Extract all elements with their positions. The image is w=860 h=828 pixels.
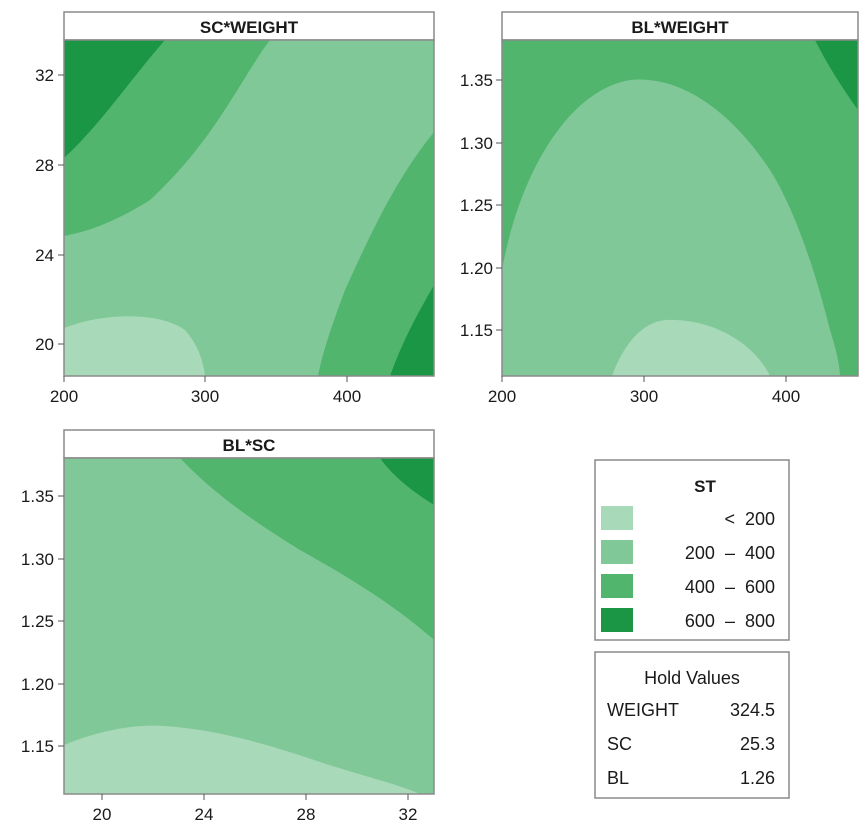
- legend-label: 600 – 800: [685, 611, 775, 631]
- contour-level-600-800: [815, 40, 858, 110]
- hold-value-name: BL: [607, 768, 629, 788]
- y-tick-label: 1.30: [460, 134, 493, 153]
- y-tick-label: 1.25: [21, 612, 54, 631]
- y-axis: 1.35 1.30 1.25 1.20 1.15: [460, 71, 502, 340]
- x-tick-label: 400: [333, 387, 361, 406]
- contour-level-below-200: [64, 316, 205, 376]
- contour-level-below-200: [64, 725, 420, 794]
- hold-values-title: Hold Values: [644, 668, 740, 688]
- legend-label: < 200: [724, 509, 775, 529]
- hold-value-name: WEIGHT: [607, 700, 679, 720]
- y-tick-label: 20: [35, 335, 54, 354]
- panel-title-box: [63, 11, 435, 41]
- contour-level-600-800: [64, 40, 165, 158]
- plot-frame: [63, 457, 435, 795]
- y-axis: 20 24 28 32: [35, 66, 64, 354]
- panel-title: SC*WEIGHT: [200, 18, 299, 37]
- x-tick-label: 24: [195, 805, 214, 824]
- panel-title-box: [63, 429, 435, 459]
- x-tick-label: 300: [191, 387, 219, 406]
- legend-swatch: [601, 608, 633, 632]
- y-tick-label: 1.35: [460, 71, 493, 90]
- y-tick-label: 1.30: [21, 550, 54, 569]
- x-axis: 20 24 28 32: [93, 794, 418, 824]
- x-tick-label: 20: [93, 805, 112, 824]
- contour-level-200-400: [502, 79, 840, 376]
- contour-level-600-800: [380, 458, 434, 505]
- hold-value-number: 324.5: [730, 700, 775, 720]
- legend-title: ST: [694, 477, 716, 496]
- y-tick-label: 1.15: [21, 737, 54, 756]
- contour-level-400-600: [180, 458, 434, 640]
- panel-title: BL*SC: [223, 436, 276, 455]
- x-tick-label: 200: [50, 387, 78, 406]
- x-tick-label: 200: [488, 387, 516, 406]
- panel-title-box: [501, 11, 859, 41]
- panel-sc-weight: SC*WEIGHT 20 24 28 32 200 300 400: [35, 11, 435, 406]
- x-axis: 200 300 400: [50, 376, 361, 406]
- y-axis: 1.35 1.30 1.25 1.20 1.15: [21, 487, 64, 756]
- y-tick-label: 1.35: [21, 487, 54, 506]
- contour-level-below-200: [612, 319, 770, 376]
- panel-bl-weight: BL*WEIGHT 1.35 1.30 1.25 1.20 1.15 200 3…: [460, 11, 859, 406]
- legend-swatch: [601, 506, 633, 530]
- hold-value-name: SC: [607, 734, 632, 754]
- plot-frame: [501, 39, 859, 377]
- y-tick-label: 1.20: [460, 259, 493, 278]
- legend-swatch: [601, 540, 633, 564]
- y-tick-label: 1.20: [21, 675, 54, 694]
- contour-level-400-600: [318, 132, 434, 376]
- x-tick-label: 400: [772, 387, 800, 406]
- hold-value-number: 25.3: [740, 734, 775, 754]
- y-tick-label: 1.25: [460, 196, 493, 215]
- hold-values-box: [594, 651, 790, 799]
- x-tick-label: 28: [297, 805, 316, 824]
- y-tick-label: 1.15: [460, 321, 493, 340]
- x-tick-label: 300: [630, 387, 658, 406]
- y-tick-label: 32: [35, 66, 54, 85]
- panel-title: BL*WEIGHT: [631, 18, 729, 37]
- x-axis: 200 300 400: [488, 376, 800, 406]
- legend-label: 200 – 400: [685, 543, 775, 563]
- hold-values-table: Hold Values WEIGHT 324.5 SC 25.3 BL 1.26: [594, 651, 790, 799]
- legend: ST < 200 200 – 400 400 – 600 600 – 800: [594, 459, 790, 641]
- contour-level-600-800: [390, 285, 434, 376]
- y-tick-label: 24: [35, 246, 54, 265]
- legend-label: 400 – 600: [685, 577, 775, 597]
- y-tick-label: 28: [35, 156, 54, 175]
- panel-bl-sc: BL*SC 1.35 1.30 1.25 1.20 1.15 20 24 28: [21, 429, 435, 824]
- plot-frame: [63, 39, 435, 377]
- legend-swatch: [601, 574, 633, 598]
- x-tick-label: 32: [399, 805, 418, 824]
- hold-value-number: 1.26: [740, 768, 775, 788]
